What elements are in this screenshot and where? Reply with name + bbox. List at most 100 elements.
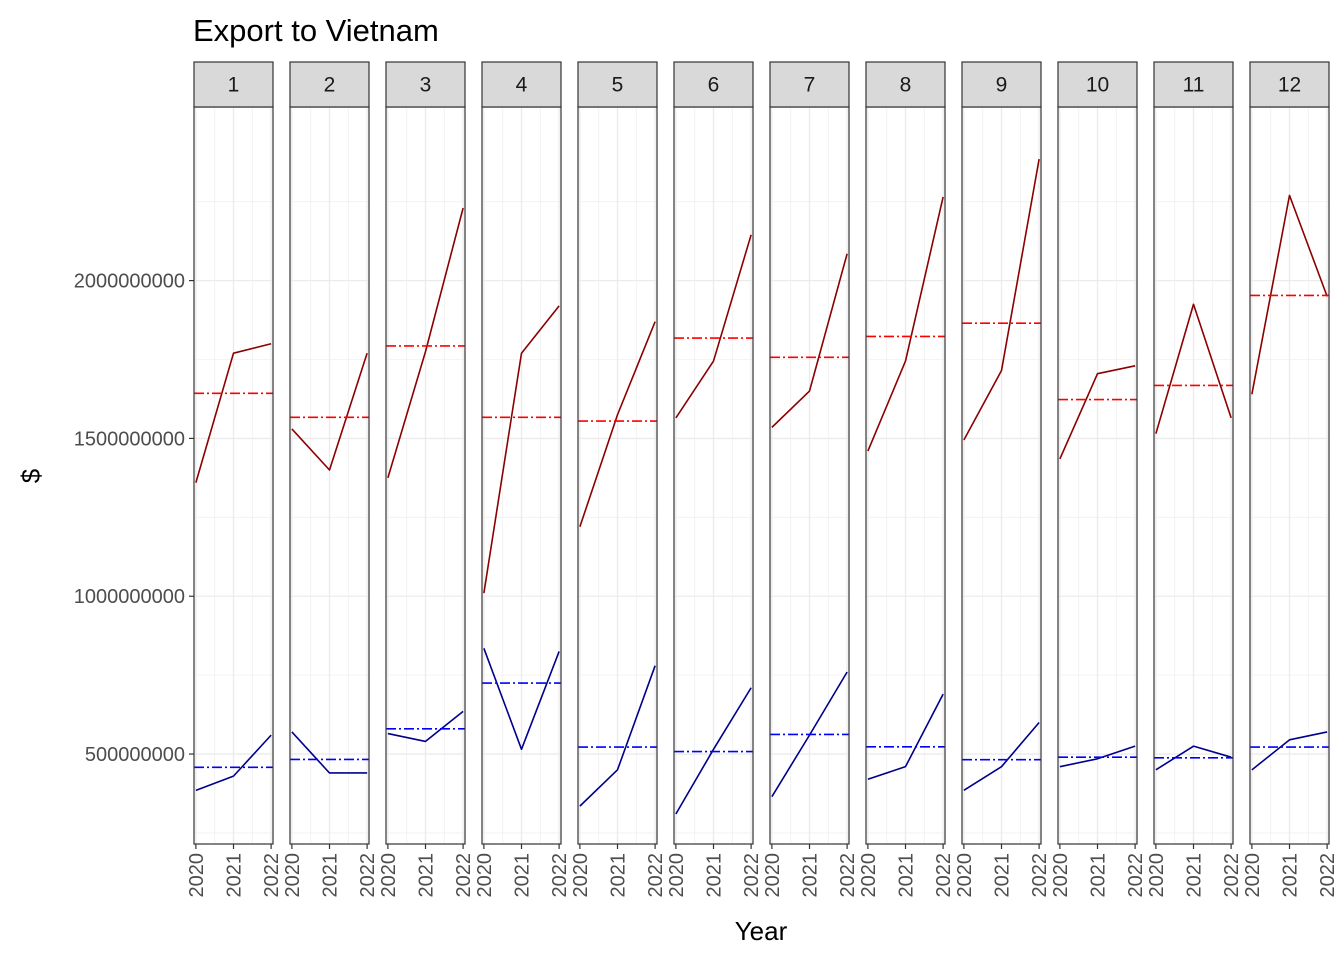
facet-panel-8: 8 2020 2021 2022	[858, 61, 955, 898]
series-line-0	[387, 207, 464, 479]
facet-panel-9: 9 2020 2021 2022	[954, 61, 1051, 898]
x-tick-label: 2021	[320, 853, 342, 898]
facet-panel-7: 7 2020 2021 2022	[762, 61, 859, 898]
x-tick-label: 2022	[1221, 853, 1243, 898]
series-line-1	[963, 721, 1040, 792]
x-tick-label: 2021	[800, 853, 822, 898]
series-line-1	[387, 710, 464, 743]
series-line-1	[1155, 745, 1232, 771]
facet-strip	[577, 61, 658, 108]
facet-strip	[1249, 61, 1330, 108]
x-tick-label: 2020	[1242, 853, 1264, 898]
series-line-0	[195, 342, 272, 483]
y-tick-label: 500000000	[85, 744, 185, 766]
x-tick-label: 2021	[1184, 853, 1206, 898]
x-tick-label: 2021	[704, 853, 726, 898]
x-tick-label: 2022	[261, 853, 283, 898]
x-tick-label: 2020	[186, 853, 208, 898]
facet-panel-12: 12 2020 2021 2022	[1242, 61, 1339, 898]
x-tick-label: 2021	[224, 853, 246, 898]
facet-strip-label: 3	[420, 74, 432, 97]
y-tick-label: 2000000000	[74, 271, 185, 293]
x-tick-label: 2020	[954, 853, 976, 898]
series-line-1	[867, 693, 944, 781]
facet-panel-2: 2 2020 2021 2022	[282, 61, 379, 898]
series-line-1	[1251, 731, 1328, 771]
x-tick-label: 2022	[453, 853, 475, 898]
series-line-0	[1251, 194, 1328, 395]
series-line-1	[579, 665, 656, 807]
series-line-0	[675, 234, 752, 419]
x-tick-label: 2020	[474, 853, 496, 898]
facet-strip-label: 2	[324, 74, 336, 97]
y-tick-label: 1500000000	[74, 428, 185, 450]
series-line-0	[579, 321, 656, 528]
x-tick-label: 2022	[645, 853, 667, 898]
y-axis: 500000000 1000000000 1500000000 2000000000	[74, 271, 194, 766]
facet-panel-3: 3 2020 2021 2022	[378, 61, 475, 898]
x-tick-label: 2022	[357, 853, 379, 898]
facet-panel-4: 4 2020 2021 2022	[474, 61, 571, 898]
y-tick-label: 1000000000	[74, 586, 185, 608]
facet-strip	[385, 61, 466, 108]
facet-strip	[289, 61, 370, 108]
x-tick-label: 2022	[933, 853, 955, 898]
x-tick-label: 2022	[1125, 853, 1147, 898]
x-tick-label: 2021	[992, 853, 1014, 898]
facet-strip	[481, 61, 562, 108]
series-line-1	[1059, 745, 1136, 768]
x-tick-label: 2022	[549, 853, 571, 898]
x-tick-label: 2020	[858, 853, 880, 898]
facet-panel-6: 6 2020 2021 2022	[666, 61, 763, 898]
facet-strip	[961, 61, 1042, 108]
facet-strip-label: 11	[1183, 74, 1205, 97]
chart-title: Export to Vietnam	[193, 13, 439, 48]
facet-strip-label: 10	[1086, 74, 1109, 97]
facet-panel-5: 5 2020 2021 2022	[570, 61, 667, 898]
series-line-0	[1059, 365, 1136, 460]
series-line-0	[963, 158, 1040, 441]
x-tick-label: 2020	[666, 853, 688, 898]
x-tick-label: 2022	[741, 853, 763, 898]
y-axis-title: $	[16, 468, 46, 483]
x-tick-label: 2021	[1088, 853, 1110, 898]
facet-strip-label: 9	[996, 74, 1008, 97]
facet-strip	[865, 61, 946, 108]
facet-panel-10: 10 2020 2021 2022	[1050, 61, 1147, 898]
x-tick-label: 2020	[570, 853, 592, 898]
series-line-1	[483, 648, 560, 751]
facet-strip-label: 6	[708, 74, 720, 97]
facet-strip-label: 4	[516, 74, 528, 97]
x-tick-label: 2021	[608, 853, 630, 898]
series-line-0	[771, 253, 848, 428]
series-line-0	[483, 305, 560, 594]
series-line-0	[291, 352, 368, 471]
x-tick-label: 2020	[282, 853, 304, 898]
series-line-0	[867, 196, 944, 452]
facet-panel-11: 11 2020 2021 2022	[1146, 61, 1243, 898]
x-tick-label: 2021	[896, 853, 918, 898]
x-tick-label: 2021	[1280, 853, 1302, 898]
x-tick-label: 2021	[512, 853, 534, 898]
facet-strip	[673, 61, 754, 108]
facet-strip-label: 7	[804, 74, 816, 97]
x-tick-label: 2020	[1050, 853, 1072, 898]
x-tick-label: 2020	[1146, 853, 1168, 898]
x-tick-label: 2022	[1317, 853, 1339, 898]
facet-panel-1: 1 2020 2021 2022	[186, 61, 283, 898]
x-tick-label: 2022	[1029, 853, 1051, 898]
facet-strip	[1057, 61, 1138, 108]
facet-strip	[769, 61, 850, 108]
facet-strip-label: 8	[900, 74, 912, 97]
x-tick-label: 2022	[837, 853, 859, 898]
series-line-1	[195, 734, 272, 792]
x-axis-title: Year	[735, 916, 788, 946]
x-tick-label: 2020	[762, 853, 784, 898]
facet-strip-label: 12	[1278, 74, 1301, 97]
series-line-1	[675, 687, 752, 815]
x-tick-label: 2021	[416, 853, 438, 898]
series-line-0	[1155, 303, 1232, 434]
facet-strip-label: 5	[612, 74, 624, 97]
